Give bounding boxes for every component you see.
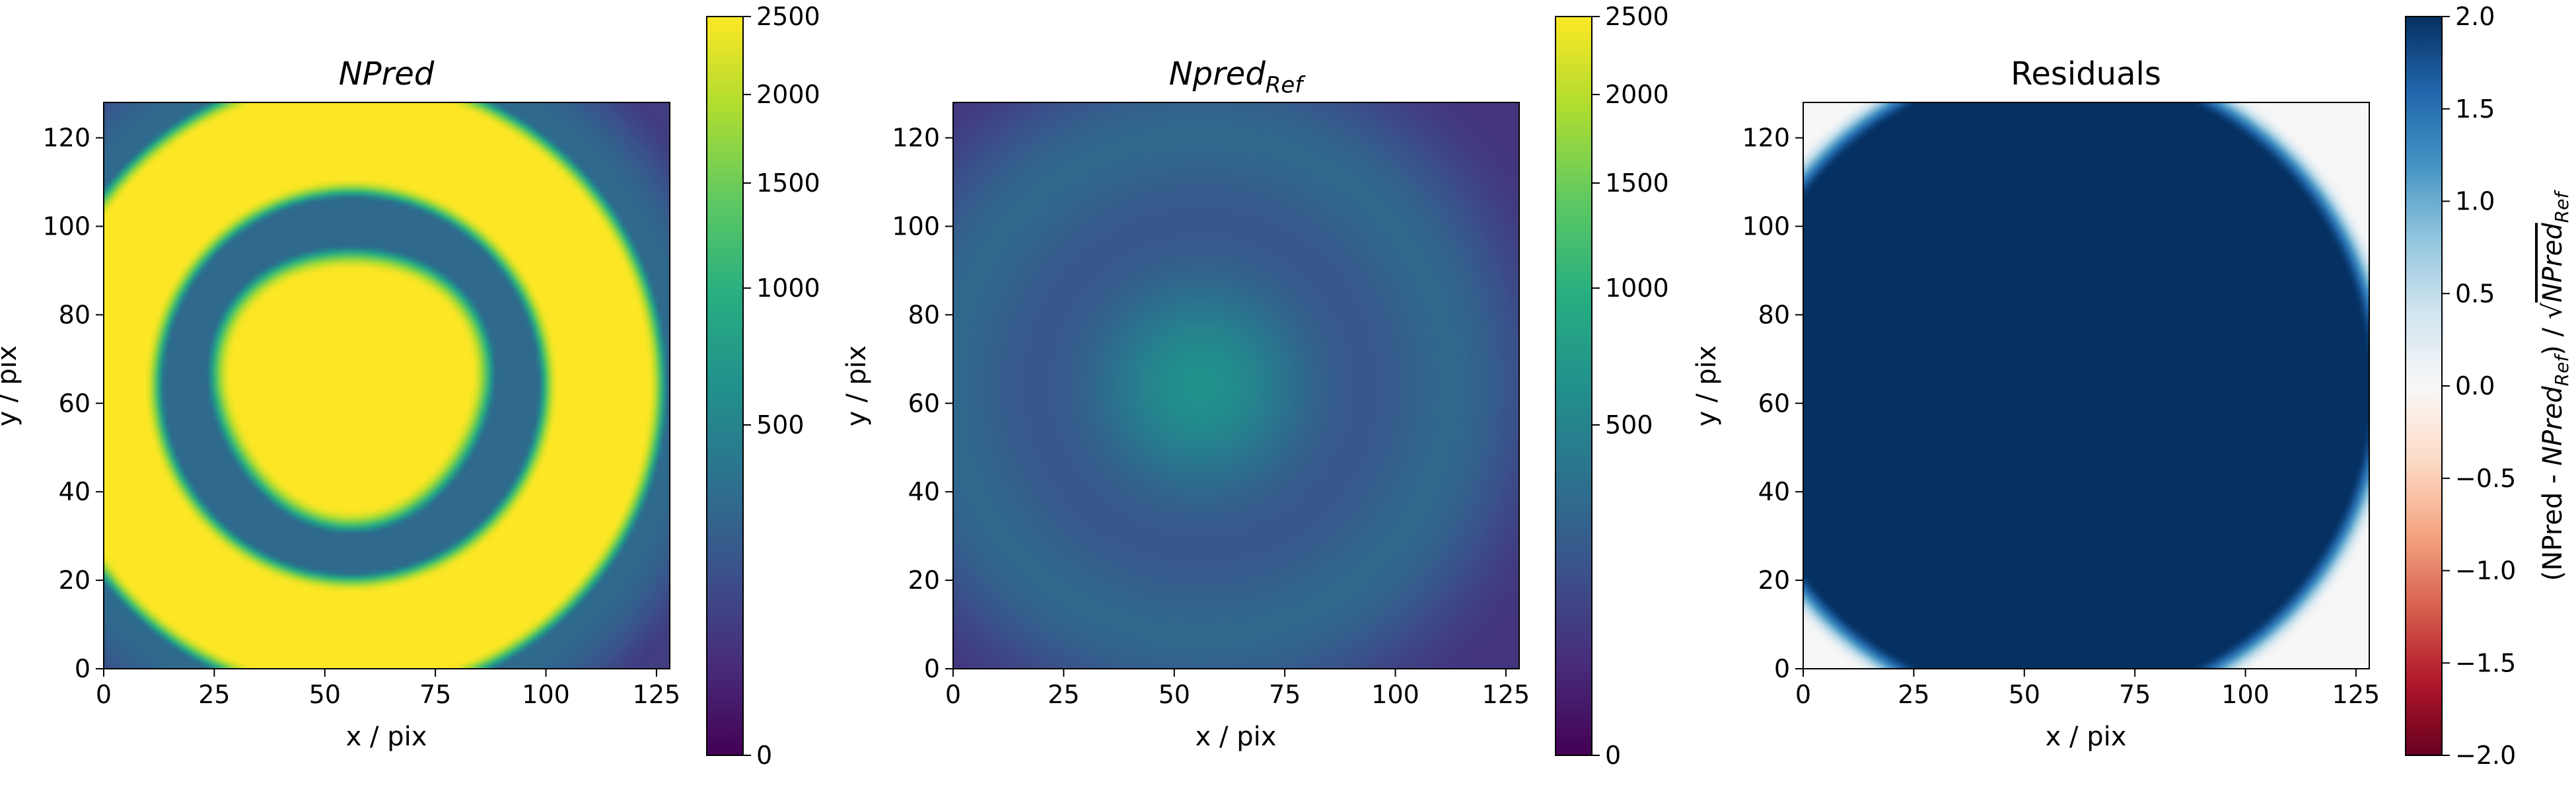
npred-ref-xtick-label-0: 0 (945, 680, 961, 709)
residuals-cbar-tick-label-2-0: 2.0 (2455, 2, 2495, 31)
npred-ref-xtick-label-125: 125 (1482, 680, 1530, 709)
residuals-colorbar-label: (NPred - NPredRef) / √NPredRef (2538, 190, 2573, 582)
npred-xtick-label-100: 100 (522, 680, 570, 709)
npred-ref-cbar-tick-label-2500: 2500 (1605, 2, 1669, 31)
npred-xtick-label-25: 25 (198, 680, 230, 709)
residuals-axes-frame (1803, 102, 2370, 669)
npred-ref-ytick-label-0: 0 (924, 654, 940, 683)
npred-ref-cbar-tick-label-0: 0 (1605, 741, 1621, 770)
npred-heatmap (104, 102, 670, 669)
npred-colorbar-ticks: 0 500 1000 1500 2000 2500 (743, 2, 820, 770)
npred-ref-xtick-label-50: 50 (1159, 680, 1190, 709)
residuals-ylabel: y / pix (1692, 346, 1722, 427)
npred-xtick-label-125: 125 (633, 680, 681, 709)
npred-xlabel: x / pix (346, 722, 427, 752)
npred-ref-cbar-tick-label-500: 500 (1605, 410, 1653, 439)
residuals-ytick-label-60: 60 (1758, 389, 1790, 418)
npred-ytick-label-100: 100 (42, 211, 90, 241)
panel-npred: 0 25 50 75 100 125 0 20 40 60 80 100 120 NPred x / p… (0, 2, 820, 770)
npred-ref-ytick-label-40: 40 (908, 477, 940, 506)
residuals-cbar-tick-label-1-0: −1.0 (2455, 556, 2516, 585)
npred-xtick-label-75: 75 (419, 680, 451, 709)
npred-xtick-label-0: 0 (96, 680, 112, 709)
npred-xtick-label-50: 50 (309, 680, 341, 709)
residuals-cbar-tick-label-2-0: −2.0 (2455, 741, 2516, 770)
npred-cbar-tick-label-2000: 2000 (756, 80, 820, 109)
npred-ytick-label-60: 60 (59, 389, 90, 418)
residuals-colorbar-ticks: −2.0 −1.5 −1.0 −0.5 0.0 0.5 1.0 1.5 2.0 (2442, 2, 2516, 770)
npred-ref-ytick-label-120: 120 (892, 124, 940, 153)
npred-ref-xtick-label-100: 100 (1371, 680, 1419, 709)
residuals-cbar-tick-label-1-5: −1.5 (2455, 648, 2516, 677)
npred-cbar-tick-label-1500: 1500 (756, 169, 820, 198)
npred-ref-ytick-label-60: 60 (908, 389, 940, 418)
residuals-cbar-tick-label-1-5: 1.5 (2455, 94, 2495, 124)
npred-colorbar (706, 16, 744, 756)
residuals-ytick-label-100: 100 (1742, 211, 1790, 241)
residuals-xtick-label-125: 125 (2332, 680, 2380, 709)
npred-ytick-label-0: 0 (75, 654, 90, 683)
npred-ref-xlabel: x / pix (1196, 722, 1277, 752)
residuals-cbar-tick-label-0-5: 0.5 (2455, 279, 2495, 308)
residuals-ticks: 0 25 50 75 100 125 0 20 40 60 80 100 120 (1742, 124, 2380, 709)
npred-ref-heatmap (953, 102, 1519, 669)
npred-axes-frame (103, 102, 670, 669)
panel-npred-ref: 0 25 50 75 100 125 0 20 40 60 80 100 120 NpredRef x … (841, 2, 1669, 770)
residuals-xtick-label-0: 0 (1795, 680, 1811, 709)
residuals-ytick-label-20: 20 (1758, 566, 1790, 595)
residuals-ytick-label-0: 0 (1774, 654, 1790, 683)
npred-ref-xtick-label-25: 25 (1048, 680, 1079, 709)
npred-ref-colorbar-ticks: 0 500 1000 1500 2000 2500 (1592, 2, 1669, 770)
npred-ref-ylabel: y / pix (841, 346, 872, 427)
residuals-ytick-label-120: 120 (1742, 124, 1790, 153)
residuals-cbar-tick-label-1-0: 1.0 (2455, 187, 2495, 216)
npred-ref-ytick-label-20: 20 (908, 566, 940, 595)
residuals-ytick-label-40: 40 (1758, 477, 1790, 506)
npred-ylabel: y / pix (0, 346, 22, 427)
npred-ref-title: NpredRef (1169, 56, 1306, 98)
npred-ref-ytick-label-80: 80 (908, 300, 940, 329)
residuals-xtick-label-50: 50 (2009, 680, 2040, 709)
npred-ytick-label-80: 80 (59, 300, 90, 329)
residuals-title: Residuals (2011, 56, 2161, 93)
residuals-cbar-tick-label-0-5: −0.5 (2455, 464, 2516, 493)
npred-ref-xtick-label-75: 75 (1269, 680, 1301, 709)
residuals-xlabel: x / pix (2046, 722, 2127, 752)
npred-title: NPred (339, 56, 435, 93)
residuals-colorbar (2405, 16, 2443, 756)
npred-ticks: 0 25 50 75 100 125 0 20 40 60 80 100 120 (42, 124, 680, 709)
residuals-xtick-label-100: 100 (2221, 680, 2270, 709)
residuals-heatmap (1803, 102, 2369, 669)
residuals-ytick-label-80: 80 (1758, 300, 1790, 329)
npred-ref-cbar-tick-label-2000: 2000 (1605, 80, 1669, 109)
npred-ref-cbar-tick-label-1500: 1500 (1605, 169, 1669, 198)
residuals-xtick-label-25: 25 (1898, 680, 1929, 709)
npred-ytick-label-40: 40 (59, 477, 90, 506)
npred-cbar-tick-label-2500: 2500 (756, 2, 820, 31)
residuals-xtick-label-75: 75 (2119, 680, 2151, 709)
npred-ytick-label-20: 20 (59, 566, 90, 595)
npred-ytick-label-120: 120 (42, 124, 90, 153)
npred-ref-cbar-tick-label-1000: 1000 (1605, 274, 1669, 303)
npred-cbar-tick-label-1000: 1000 (756, 274, 820, 303)
npred-ref-ticks: 0 25 50 75 100 125 0 20 40 60 80 100 120 (892, 124, 1530, 709)
npred-ref-axes-frame (952, 102, 1520, 669)
residuals-cbar-tick-label-0-0: 0.0 (2455, 371, 2495, 400)
npred-cbar-tick-label-0: 0 (756, 741, 772, 770)
panel-residuals: 0 25 50 75 100 125 0 20 40 60 80 100 120 Residuals x… (1692, 2, 2573, 770)
npred-ref-colorbar (1555, 16, 1592, 756)
npred-cbar-tick-label-500: 500 (756, 410, 805, 439)
npred-ref-ytick-label-100: 100 (892, 211, 940, 241)
